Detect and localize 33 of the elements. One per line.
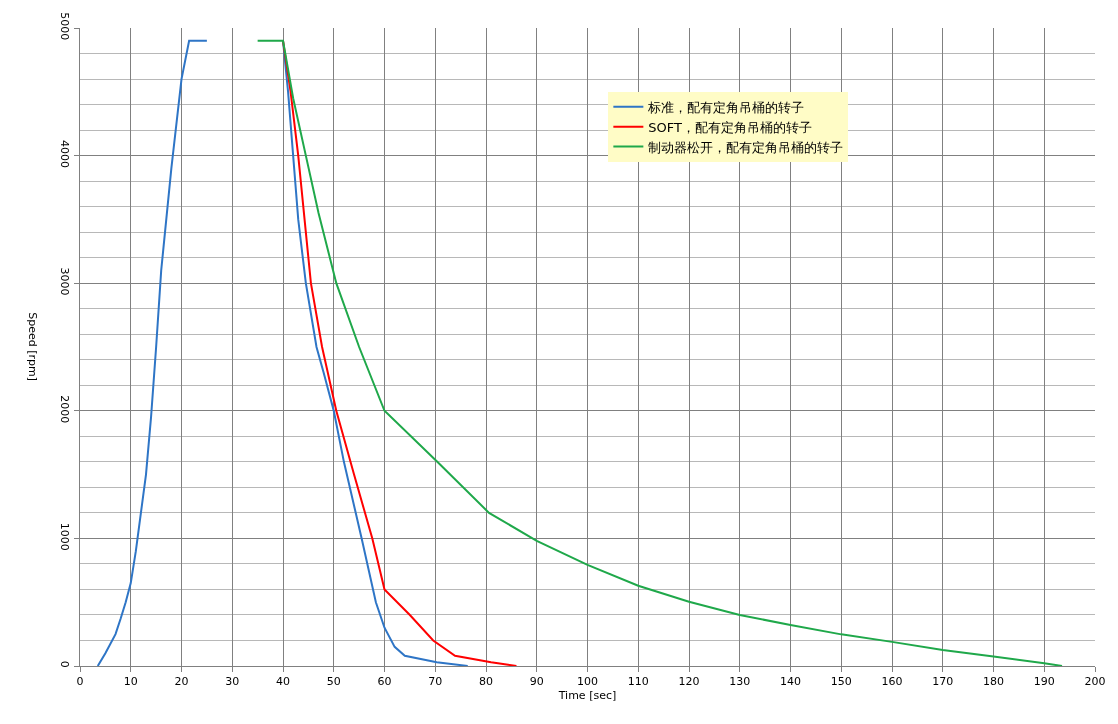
legend-label: 标准，配有定角吊桶的转子: [647, 99, 805, 115]
y-tick-label: 0: [57, 660, 71, 668]
x-tick-label: 130: [729, 675, 751, 689]
x-tick-label: 70: [428, 675, 443, 689]
y-axis-title: Speed [rpm]: [25, 312, 39, 382]
x-tick-label: 0: [76, 675, 84, 689]
x-tick-label: 50: [326, 675, 341, 689]
x-tick-label: 10: [123, 675, 138, 689]
x-tick-label: 60: [377, 675, 392, 689]
x-tick-label: 170: [932, 675, 954, 689]
y-tick-label: 1000: [57, 522, 71, 551]
x-tick-label: 120: [678, 675, 700, 689]
x-tick-label: 200: [1084, 675, 1106, 689]
x-tick-label: 140: [780, 675, 801, 689]
y-tick-label: 2000: [57, 395, 71, 424]
x-axis-title: Time [sec]: [557, 689, 617, 703]
legend-label: 制动器松开，配有定角吊桶的转子: [648, 139, 844, 155]
x-tick-label: 160: [881, 675, 903, 689]
line-series: [256, 39, 1064, 666]
x-tick-label: 30: [225, 675, 240, 689]
legend-label: SOFT，配有定角吊桶的转子: [648, 119, 813, 135]
y-tick-label: 4000: [57, 139, 71, 168]
y-tick-label: 3000: [57, 267, 71, 296]
x-tick-label: 180: [983, 675, 1004, 689]
x-tick-label: 90: [529, 675, 544, 689]
x-tick-label: 20: [174, 675, 189, 689]
x-tick-label: 100: [577, 675, 598, 689]
x-tick-label: 190: [1033, 675, 1055, 689]
x-tick-label: 110: [627, 675, 649, 689]
y-tick-label: 5000: [57, 12, 71, 41]
x-tick-label: 80: [479, 675, 493, 689]
x-tick-label: 40: [276, 675, 290, 689]
x-tick-label: 150: [830, 675, 852, 689]
